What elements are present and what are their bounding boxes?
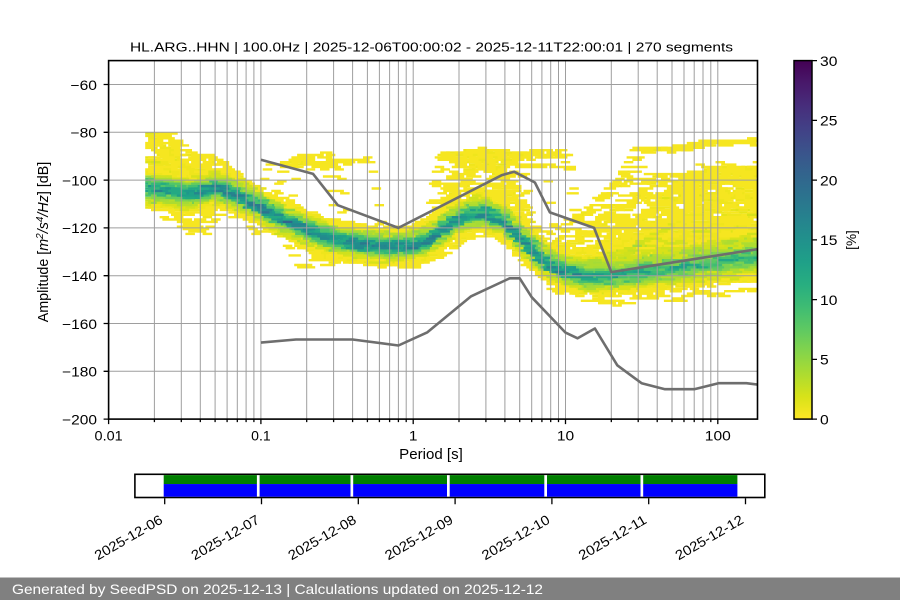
- svg-text:−100: −100: [62, 173, 97, 188]
- svg-text:100: 100: [705, 429, 731, 444]
- svg-text:2025-12-07: 2025-12-07: [189, 512, 262, 563]
- svg-text:Period [s]: Period [s]: [399, 447, 463, 463]
- svg-text:−200: −200: [62, 412, 97, 427]
- svg-text:2025-12-11: 2025-12-11: [576, 512, 649, 563]
- svg-text:2025-12-08: 2025-12-08: [285, 512, 358, 563]
- svg-text:2025-12-12: 2025-12-12: [673, 512, 746, 563]
- svg-text:HL.ARG..HHN | 100.0Hz | 2025-1: HL.ARG..HHN | 100.0Hz | 2025-12-06T00:00…: [130, 39, 733, 54]
- svg-text:Generated by SeedPSD on 2025-1: Generated by SeedPSD on 2025-12-13 | Cal…: [12, 582, 543, 597]
- svg-text:5: 5: [820, 353, 829, 368]
- svg-text:10: 10: [820, 293, 838, 308]
- svg-text:0: 0: [820, 412, 829, 427]
- svg-text:−160: −160: [62, 317, 97, 332]
- svg-text:1: 1: [409, 429, 418, 444]
- svg-text:−140: −140: [62, 269, 97, 284]
- svg-text:Amplitude [m2/s4/Hz] [dB]: Amplitude [m2/s4/Hz] [dB]: [35, 162, 52, 323]
- svg-text:−120: −120: [62, 221, 97, 236]
- svg-text:−180: −180: [62, 365, 97, 380]
- svg-text:−60: −60: [71, 78, 98, 93]
- svg-text:2025-12-06: 2025-12-06: [92, 512, 165, 563]
- svg-text:2025-12-10: 2025-12-10: [479, 512, 553, 563]
- svg-text:2025-12-09: 2025-12-09: [382, 512, 455, 563]
- svg-text:20: 20: [820, 173, 838, 188]
- svg-text:30: 30: [820, 54, 838, 69]
- svg-text:0.1: 0.1: [251, 429, 271, 444]
- svg-text:15: 15: [820, 233, 837, 248]
- svg-text:10: 10: [557, 429, 575, 444]
- svg-text:[%]: [%]: [844, 230, 859, 250]
- svg-text:25: 25: [820, 114, 837, 129]
- svg-text:0.01: 0.01: [95, 429, 123, 444]
- svg-text:−80: −80: [71, 126, 98, 141]
